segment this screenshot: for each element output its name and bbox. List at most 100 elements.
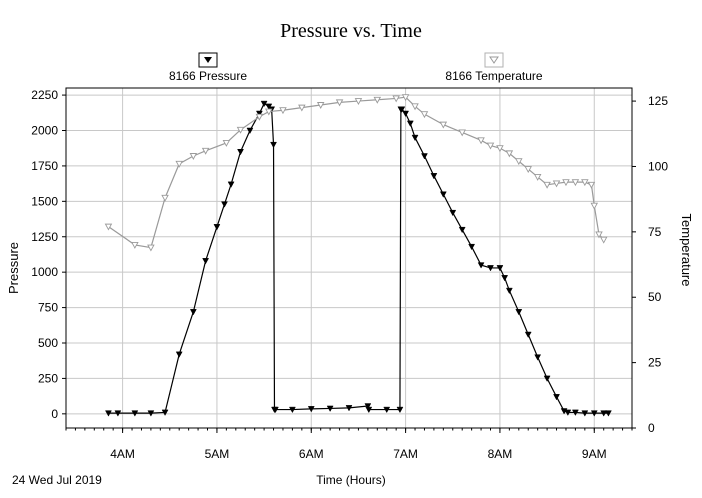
data-point <box>420 111 429 119</box>
y2-tick-label: 125 <box>648 94 668 108</box>
x-tick-label: 7AM <box>393 447 418 461</box>
data-point <box>147 410 155 417</box>
data-point <box>255 110 263 118</box>
legend-label-pressure: 8166 Pressure <box>169 69 247 83</box>
data-point <box>236 126 245 134</box>
data-point <box>307 406 315 413</box>
data-point <box>524 331 532 339</box>
y-tick-label: 1250 <box>31 230 58 244</box>
y-tick-label: 2250 <box>31 88 58 102</box>
data-point <box>505 287 513 295</box>
data-point <box>458 226 466 234</box>
data-point <box>131 241 139 249</box>
data-point <box>271 406 279 414</box>
data-point <box>411 134 419 142</box>
x-tick-label: 9AM <box>582 447 607 461</box>
x-tick-label: 8AM <box>488 447 513 461</box>
data-point <box>175 351 183 358</box>
data-point <box>298 104 306 112</box>
y2-tick-label: 50 <box>648 290 662 304</box>
y2-tick-label: 0 <box>648 421 655 435</box>
y-axis-right: 0 25 50 75 100 125 <box>632 94 668 435</box>
grid <box>66 88 632 428</box>
data-point <box>222 139 231 147</box>
data-point <box>421 153 428 160</box>
data-point <box>477 262 485 269</box>
data-point <box>131 410 139 417</box>
y-tick-label: 2000 <box>31 124 58 138</box>
data-point <box>496 265 504 272</box>
data-point <box>161 409 169 416</box>
y-tick-label: 1750 <box>31 159 58 173</box>
data-point <box>213 224 221 231</box>
data-point <box>316 102 325 109</box>
data-point <box>590 202 599 210</box>
y-tick-label: 1500 <box>31 194 58 208</box>
data-point <box>202 258 210 265</box>
data-point <box>396 406 404 414</box>
data-point <box>458 129 466 137</box>
x-tick-label: 4AM <box>110 447 135 461</box>
x-tick-label: 6AM <box>299 447 324 461</box>
legend-item-pressure[interactable]: 8166 Pressure <box>169 52 247 83</box>
data-point <box>515 309 523 316</box>
y-tick-label: 1000 <box>31 265 58 279</box>
y-tick-label: 500 <box>38 336 58 350</box>
series-line <box>108 102 609 414</box>
data-point <box>477 137 485 145</box>
data-point <box>600 410 608 417</box>
data-point <box>364 403 372 410</box>
data-point <box>189 153 198 160</box>
series <box>104 94 612 417</box>
data-point <box>161 194 169 202</box>
data-point <box>411 103 419 111</box>
data-point <box>534 354 542 361</box>
data-point <box>326 405 334 412</box>
data-point <box>227 181 235 188</box>
data-point <box>468 243 476 251</box>
x-tick-label: 5AM <box>205 447 230 461</box>
chart-title: Pressure vs. Time <box>280 20 422 42</box>
data-point <box>564 409 572 416</box>
data-point <box>543 181 551 189</box>
data-point <box>402 110 410 118</box>
data-point <box>279 107 287 115</box>
x-axis-title: Time (Hours) <box>316 473 386 487</box>
data-point <box>288 406 296 414</box>
data-point <box>265 108 273 116</box>
data-point <box>599 236 608 244</box>
y2-tick-label: 25 <box>648 356 662 370</box>
data-point <box>406 120 414 127</box>
series-temperature <box>104 94 608 252</box>
y-tick-label: 250 <box>38 371 58 385</box>
data-point <box>354 98 363 106</box>
data-point <box>571 179 580 187</box>
data-point <box>449 209 457 217</box>
data-point <box>373 96 382 104</box>
data-point <box>439 191 447 198</box>
data-point <box>175 160 183 168</box>
data-point <box>553 394 560 401</box>
date-label: 24 Wed Jul 2019 <box>12 473 102 487</box>
data-point <box>562 179 570 187</box>
data-point <box>604 410 612 417</box>
data-point <box>201 147 210 155</box>
data-point <box>595 231 603 239</box>
y-tick-label: 750 <box>38 301 58 315</box>
data-point <box>581 179 589 187</box>
data-point <box>486 142 495 150</box>
data-point <box>515 158 523 166</box>
data-point <box>401 94 410 102</box>
data-point <box>114 410 122 417</box>
legend-marker-temperature-icon <box>489 56 499 64</box>
x-axis: 4AM 5AM 6AM 7AM 8AM 9AM <box>65 428 633 461</box>
y2-axis-title: Temperature <box>679 214 694 287</box>
data-point <box>335 99 344 107</box>
data-point <box>501 275 509 282</box>
legend: 8166 Pressure 8166 Temperature <box>169 52 543 83</box>
data-point <box>487 265 494 272</box>
data-point <box>533 173 542 181</box>
legend-item-temperature[interactable]: 8166 Temperature <box>445 52 543 83</box>
data-point <box>345 405 353 412</box>
